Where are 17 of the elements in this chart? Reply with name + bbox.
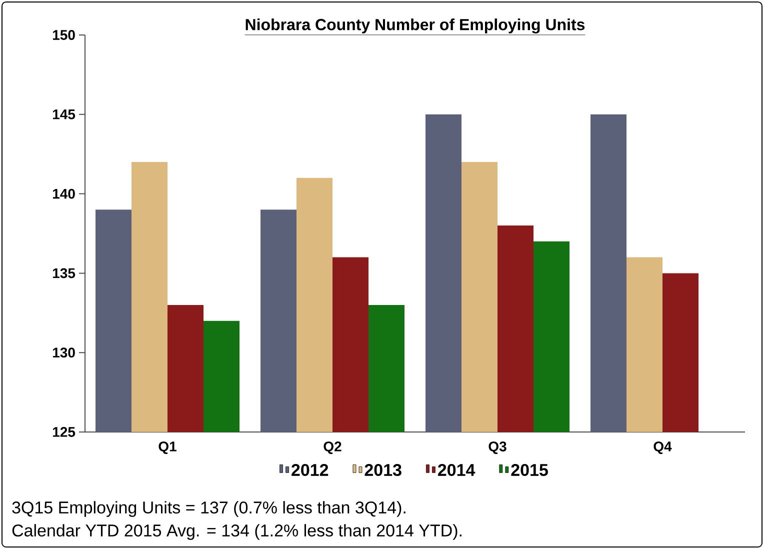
legend-label: 2015 xyxy=(511,464,548,476)
y-tick-label: 125 xyxy=(52,427,76,437)
x-tick-label: Q3 xyxy=(488,442,506,454)
y-tick-label: 130 xyxy=(52,348,75,358)
legend-label: 2013 xyxy=(364,464,402,476)
y-tick-label: 140 xyxy=(52,188,75,199)
y-tick-label: 135 xyxy=(52,268,76,278)
text: Calendar YTD 2015 Avg. = 134 (1.2% less than 2014 YTD). xyxy=(12,524,462,540)
y-tick-label: 145 xyxy=(52,110,76,120)
x-tick-label: Q4 xyxy=(654,442,672,454)
text: 3Q15 Employing Units = 137 (0.7% less than 3Q14). xyxy=(12,501,406,517)
legend-label: 2014 xyxy=(438,464,476,476)
legend-label: 2012 xyxy=(292,464,328,476)
y-tick-label: 150 xyxy=(52,30,75,40)
x-tick-label: Q2 xyxy=(324,442,342,454)
chart-title: Niobrara County Number of Employing Units xyxy=(246,18,585,34)
x-tick-label: Q1 xyxy=(158,442,176,454)
